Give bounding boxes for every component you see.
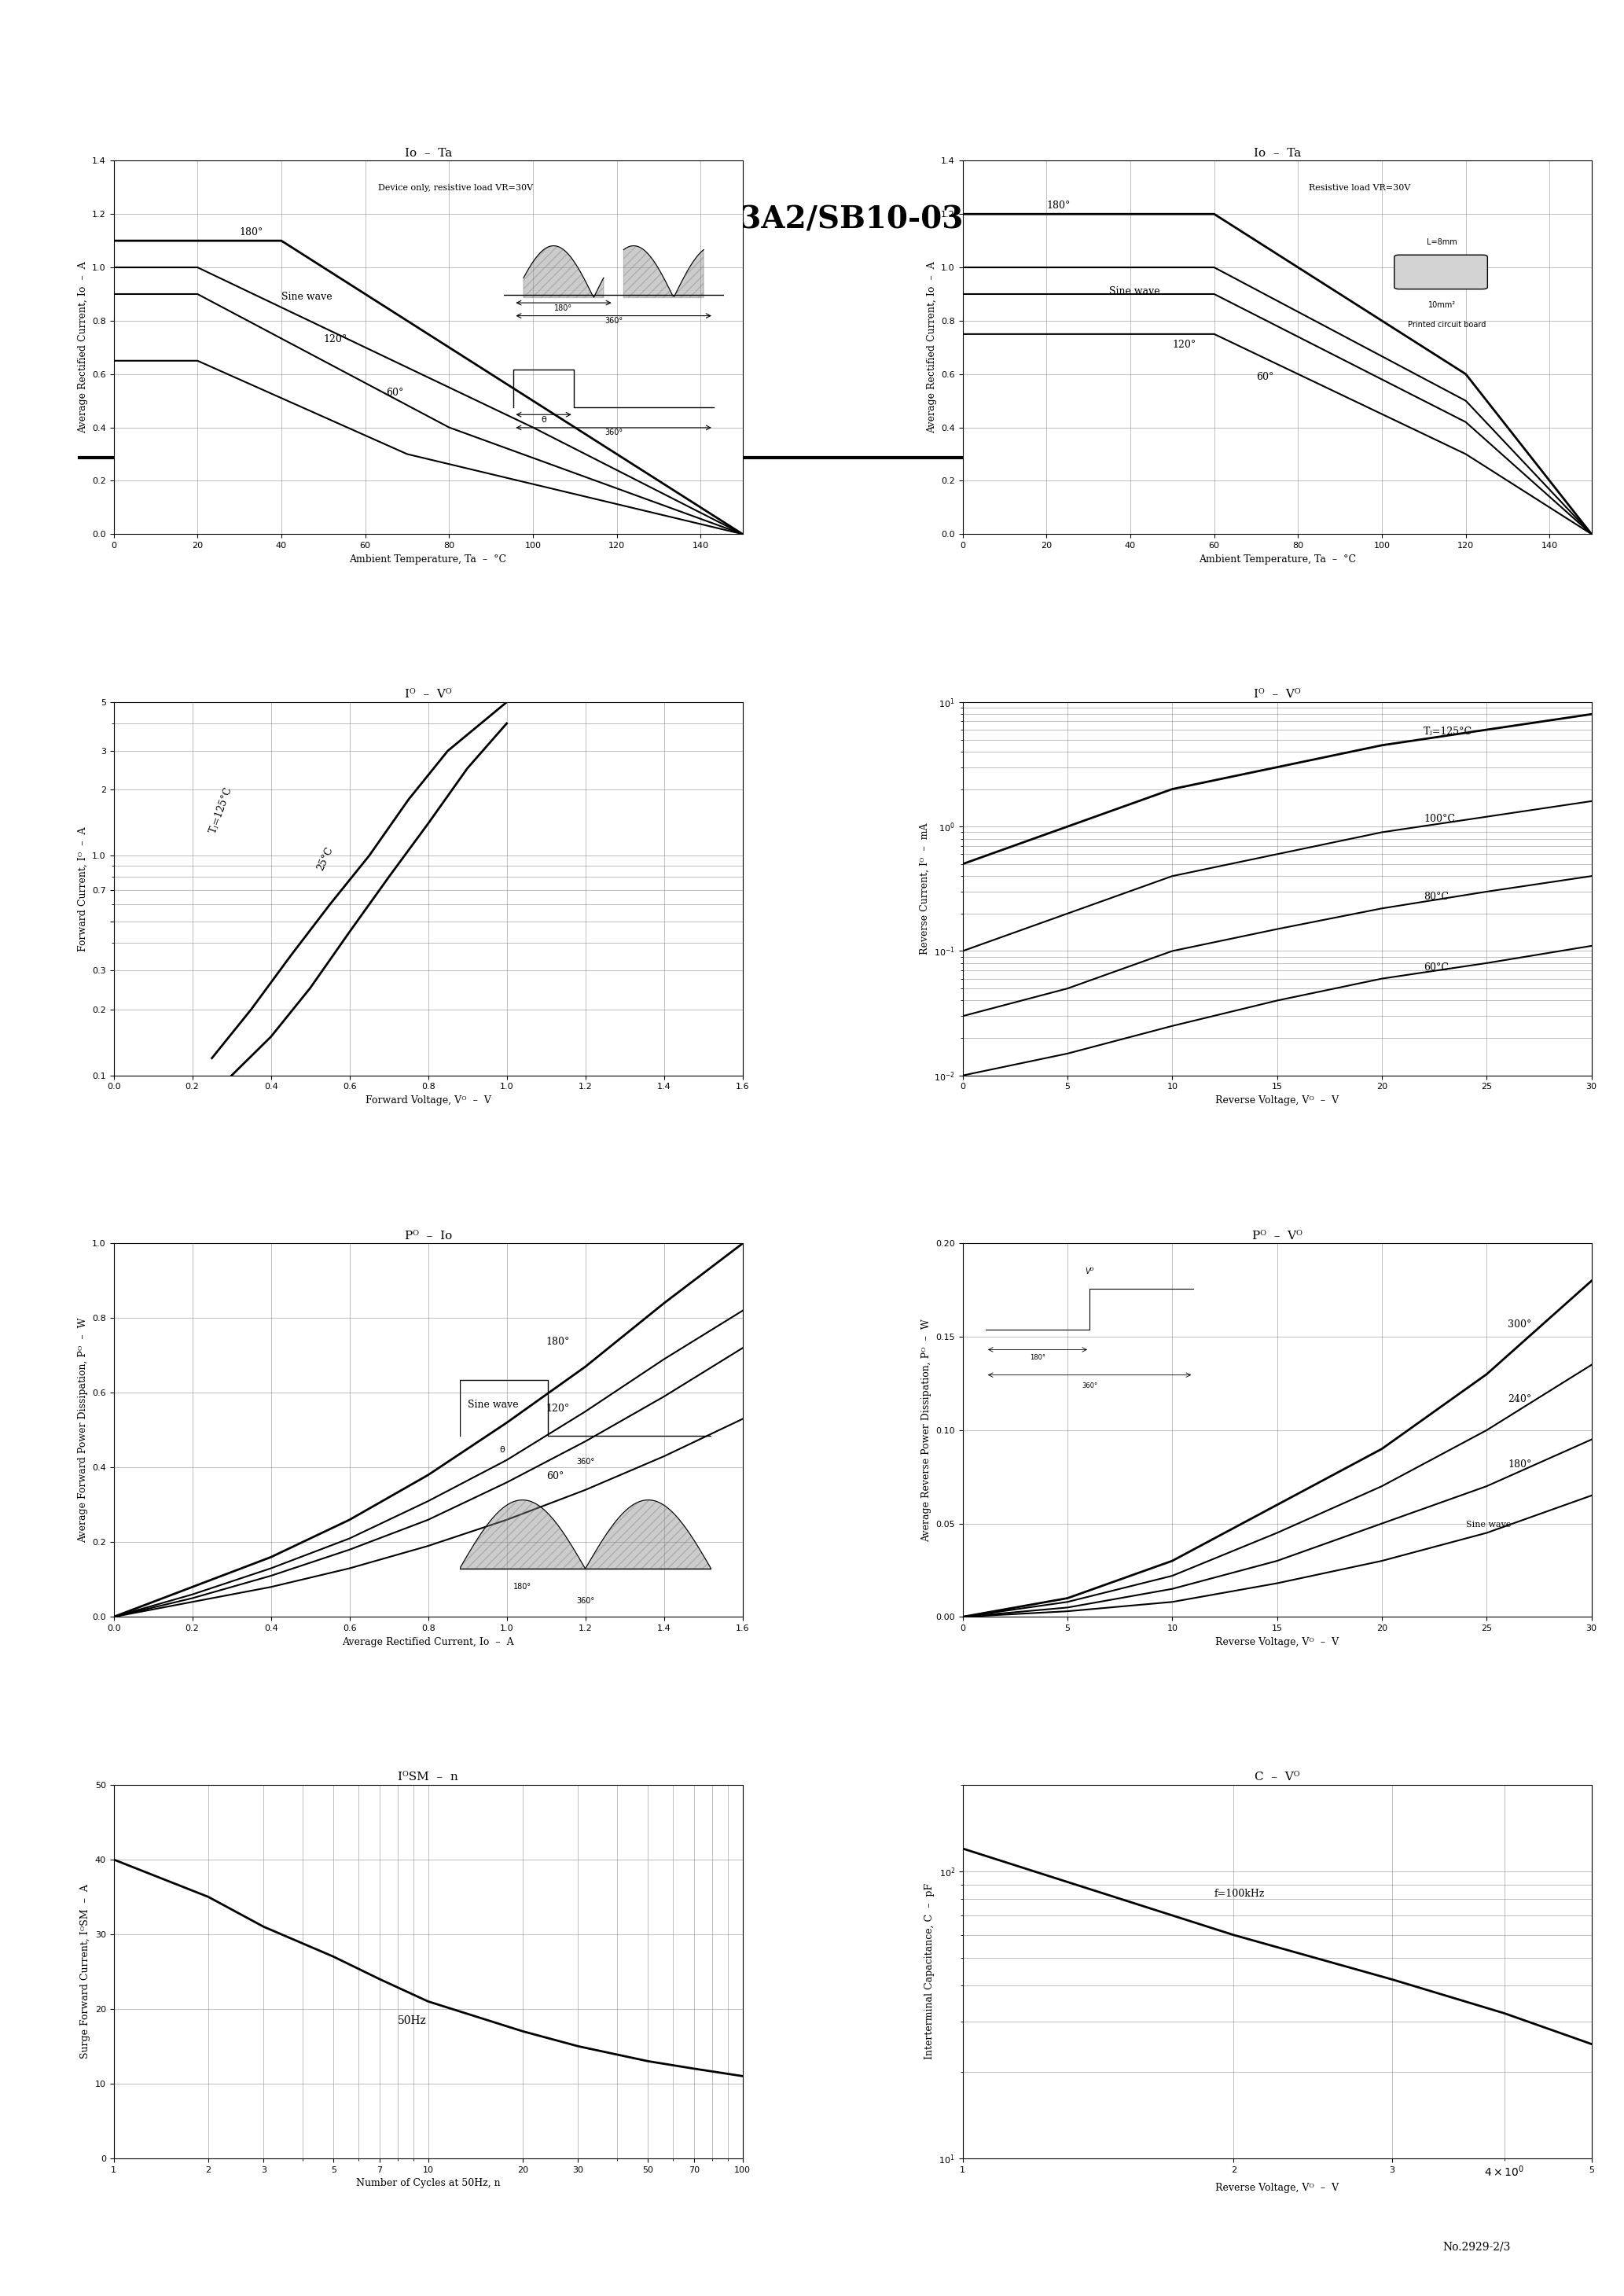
X-axis label: Reverse Voltage, Vᴼ  –  V: Reverse Voltage, Vᴼ – V xyxy=(1215,2183,1338,2193)
Title: Pᴼ  –  Vᴼ: Pᴼ – Vᴼ xyxy=(1252,1231,1302,1242)
Text: 100°C: 100°C xyxy=(1424,813,1455,824)
Text: 80°C: 80°C xyxy=(1424,891,1449,902)
Text: 50Hz: 50Hz xyxy=(398,2016,427,2025)
X-axis label: Forward Voltage, Vᴼ  –  V: Forward Voltage, Vᴼ – V xyxy=(365,1095,490,1107)
Text: 120°: 120° xyxy=(1173,340,1195,349)
Y-axis label: Average Forward Power Dissipation, Pᴼ  –  W: Average Forward Power Dissipation, Pᴼ – … xyxy=(78,1318,88,1543)
Text: 60°: 60° xyxy=(1255,372,1273,381)
Y-axis label: Interterminal Capacitance, C  –  pF: Interterminal Capacitance, C – pF xyxy=(924,1883,934,2060)
Text: 60°: 60° xyxy=(387,388,404,397)
Title: Io  –  Ta: Io – Ta xyxy=(1254,147,1301,158)
Y-axis label: Average Reverse Power Dissipation, Pᴼ  –  W: Average Reverse Power Dissipation, Pᴼ – … xyxy=(921,1318,931,1541)
Text: 60°: 60° xyxy=(546,1472,564,1481)
Y-axis label: Average Rectified Current, Io  –  A: Average Rectified Current, Io – A xyxy=(926,262,937,434)
Text: Resistive load VR=30V: Resistive load VR=30V xyxy=(1309,184,1410,193)
Title: Iᴼ  –  Vᴼ: Iᴼ – Vᴼ xyxy=(404,689,451,700)
Text: 60°C: 60°C xyxy=(1424,962,1449,974)
Text: 120°: 120° xyxy=(546,1403,570,1414)
Text: 180°: 180° xyxy=(1046,200,1070,211)
Text: Tⱼ=125°C: Tⱼ=125°C xyxy=(1424,726,1473,737)
Text: Sine wave: Sine wave xyxy=(468,1401,518,1410)
Text: SB10-03A2/SB10-03A3: SB10-03A2/SB10-03A3 xyxy=(615,204,1009,234)
Y-axis label: Forward Current, Iᴼ  –  A: Forward Current, Iᴼ – A xyxy=(78,827,88,951)
Text: Device only, resistive load VR=30V: Device only, resistive load VR=30V xyxy=(378,184,533,193)
X-axis label: Ambient Temperature, Ta  –  °C: Ambient Temperature, Ta – °C xyxy=(1199,553,1356,565)
X-axis label: Average Rectified Current, Io  –  A: Average Rectified Current, Io – A xyxy=(343,1637,515,1646)
Text: Sine wave: Sine wave xyxy=(1109,287,1160,296)
Title: Io  –  Ta: Io – Ta xyxy=(404,147,451,158)
Title: C  –  Vᴼ: C – Vᴼ xyxy=(1254,1773,1299,1784)
Text: 120°: 120° xyxy=(323,335,348,344)
Text: Sine wave: Sine wave xyxy=(1466,1520,1510,1529)
Text: Tⱼ=125°C: Tⱼ=125°C xyxy=(208,785,234,836)
Title: Iᴼ  –  Vᴼ: Iᴼ – Vᴼ xyxy=(1254,689,1301,700)
Text: No.2929-2/3: No.2929-2/3 xyxy=(1442,2241,1510,2252)
Text: 180°: 180° xyxy=(546,1336,570,1348)
X-axis label: Reverse Voltage, Vᴼ  –  V: Reverse Voltage, Vᴼ – V xyxy=(1215,1095,1338,1107)
Title: Pᴼ  –  Io: Pᴼ – Io xyxy=(404,1231,451,1242)
Text: 300°: 300° xyxy=(1507,1320,1531,1329)
Title: IᴼSM  –  n: IᴼSM – n xyxy=(398,1773,458,1784)
Text: 180°: 180° xyxy=(239,227,263,239)
Text: Sine wave: Sine wave xyxy=(281,292,333,301)
X-axis label: Ambient Temperature, Ta  –  °C: Ambient Temperature, Ta – °C xyxy=(349,553,507,565)
Text: 25°C: 25°C xyxy=(315,845,335,872)
X-axis label: Reverse Voltage, Vᴼ  –  V: Reverse Voltage, Vᴼ – V xyxy=(1215,1637,1338,1646)
Y-axis label: Surge Forward Current, IᴼSM  –  A: Surge Forward Current, IᴼSM – A xyxy=(80,1885,91,2060)
Text: f=100kHz: f=100kHz xyxy=(1215,1890,1265,1899)
Y-axis label: Average Rectified Current, Io  –  A: Average Rectified Current, Io – A xyxy=(78,262,88,434)
X-axis label: Number of Cycles at 50Hz, n: Number of Cycles at 50Hz, n xyxy=(356,2179,500,2188)
Text: 180°: 180° xyxy=(1507,1460,1531,1469)
Text: 240°: 240° xyxy=(1507,1394,1531,1405)
Y-axis label: Reverse Current, Iᴼ  –  mA: Reverse Current, Iᴼ – mA xyxy=(919,822,929,955)
